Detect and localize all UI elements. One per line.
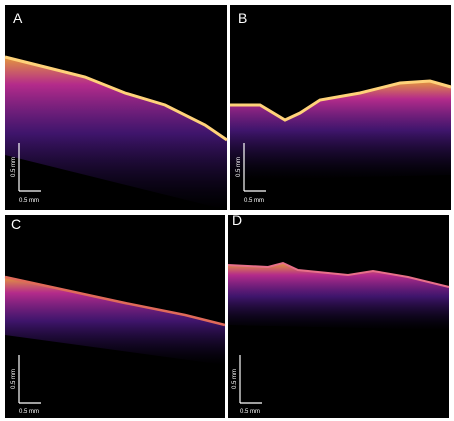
scale-label: 0.5 mm [240, 409, 260, 415]
scale-label: 0.5 mm [244, 198, 264, 204]
scale-label: 0.5 mm [19, 409, 39, 415]
scale-label: 0.5 mm [11, 369, 17, 389]
scale-label: 0.5 mm [236, 157, 242, 177]
scale-label: 0.5 mm [19, 198, 39, 204]
panel-a: A 0.5 mm 0.5 mm [4, 5, 228, 210]
panel-label: C [11, 216, 21, 232]
panel-label: B [238, 10, 247, 26]
scale-label: 0.5 mm [11, 157, 17, 177]
panel-label: A [13, 10, 23, 26]
panel-d: D 0.5 mm 0.5 mm [227, 212, 450, 418]
scale-label: 0.5 mm [232, 369, 238, 389]
panel-label: D [232, 212, 242, 228]
panel-b: B 0.5 mm 0.5 mm [230, 5, 452, 210]
panel-c: C 0.5 mm 0.5 mm [4, 215, 226, 418]
